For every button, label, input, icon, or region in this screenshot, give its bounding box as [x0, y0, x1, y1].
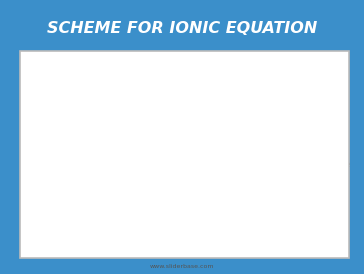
FancyBboxPatch shape — [134, 207, 219, 239]
Text: Write in ionic form;

e.g., [H⁺(aq) + Cl⁻(aq)] (because
HCl is completely ionize: Write in ionic form; e.g., [H⁺(aq) + Cl⁻… — [214, 108, 350, 179]
Text: Yes: Yes — [118, 135, 132, 144]
Text: Is it mostly
either ionized
or dissociated
in H₂O?: Is it mostly either ionized or dissociat… — [142, 124, 210, 169]
FancyBboxPatch shape — [46, 121, 110, 171]
Text: www.sliderbase.com: www.sliderbase.com — [150, 264, 214, 269]
FancyBboxPatch shape — [35, 207, 120, 239]
Text: No: No — [180, 185, 193, 194]
Text: Is it soluble
in water?: Is it soluble in water? — [50, 135, 106, 157]
FancyBboxPatch shape — [230, 96, 334, 191]
Text: Yes: Yes — [214, 135, 228, 144]
Text: Write as full formula;
e.g., CH₃COOH(aq): Write as full formula; e.g., CH₃COOH(aq) — [129, 214, 224, 233]
Text: Write as full formula;
e.g., PbSO₄(s): Write as full formula; e.g., PbSO₄(s) — [30, 214, 125, 233]
Text: No: No — [82, 183, 94, 192]
FancyBboxPatch shape — [141, 117, 212, 176]
Text: SCHEME FOR IONIC EQUATION: SCHEME FOR IONIC EQUATION — [47, 21, 317, 36]
